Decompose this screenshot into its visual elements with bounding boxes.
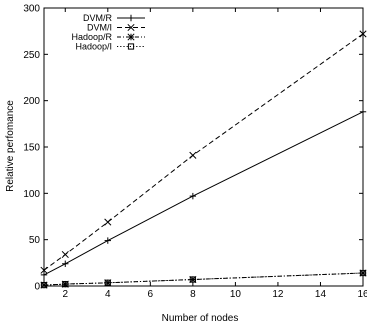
series-1-point <box>359 30 367 38</box>
series-0-point <box>62 260 69 267</box>
series-line-0 <box>43 111 364 276</box>
series-lines <box>43 33 364 286</box>
y-tick-label: 250 <box>23 50 40 61</box>
series-line-2 <box>43 272 364 286</box>
legend-swatch-marker <box>127 23 135 32</box>
x-tick-label: 4 <box>105 289 111 300</box>
legend-swatch-marker <box>127 14 135 22</box>
legend-label: DVM/R <box>83 13 113 23</box>
legend-swatch-marker <box>127 33 135 41</box>
y-tick-label: 200 <box>23 96 40 107</box>
series-3-point <box>189 276 196 283</box>
series-0-point <box>359 108 367 115</box>
series-0-point <box>104 237 111 244</box>
y-tick-label: 100 <box>23 189 40 200</box>
x-axis: 2 4 6 8 10 12 14 16 <box>62 8 367 300</box>
series-3-point <box>62 281 69 288</box>
x-tick-label: 12 <box>272 289 284 300</box>
series-line-1 <box>43 33 364 271</box>
y-tick-label: 150 <box>23 143 40 154</box>
y-tick-label: 0 <box>34 282 40 293</box>
series-1-point <box>40 266 48 274</box>
x-tick-label: 2 <box>62 289 68 300</box>
x-tick-label: 8 <box>190 289 196 300</box>
y-axis-label: Relative perfomance <box>5 100 16 192</box>
series-3-point <box>40 281 48 289</box>
series-0-point <box>189 192 197 200</box>
series-1-point <box>104 218 112 226</box>
y-axis: 0 50 100 150 200 250 300 <box>23 4 363 293</box>
legend-label: DVM/I <box>87 23 112 33</box>
series-1-point <box>189 151 197 159</box>
series-0-point <box>40 271 48 279</box>
series-markers <box>40 30 367 289</box>
series-3-point <box>359 269 367 277</box>
x-tick-label: 16 <box>357 289 367 300</box>
legend-label: Hadoop/I <box>75 42 112 52</box>
legend-swatch-marker <box>127 43 135 50</box>
series-1-point <box>61 250 69 259</box>
y-tick-label: 50 <box>29 235 41 246</box>
x-tick-label: 6 <box>148 289 154 300</box>
legend-label: Hadoop/R <box>71 32 112 42</box>
x-axis-label: Number of nodes <box>162 313 239 324</box>
y-tick-label: 300 <box>23 4 40 15</box>
x-tick-label: 14 <box>315 289 327 300</box>
series-3-point <box>104 279 111 286</box>
x-tick-label: 10 <box>230 289 242 300</box>
series-line-3 <box>43 272 364 286</box>
